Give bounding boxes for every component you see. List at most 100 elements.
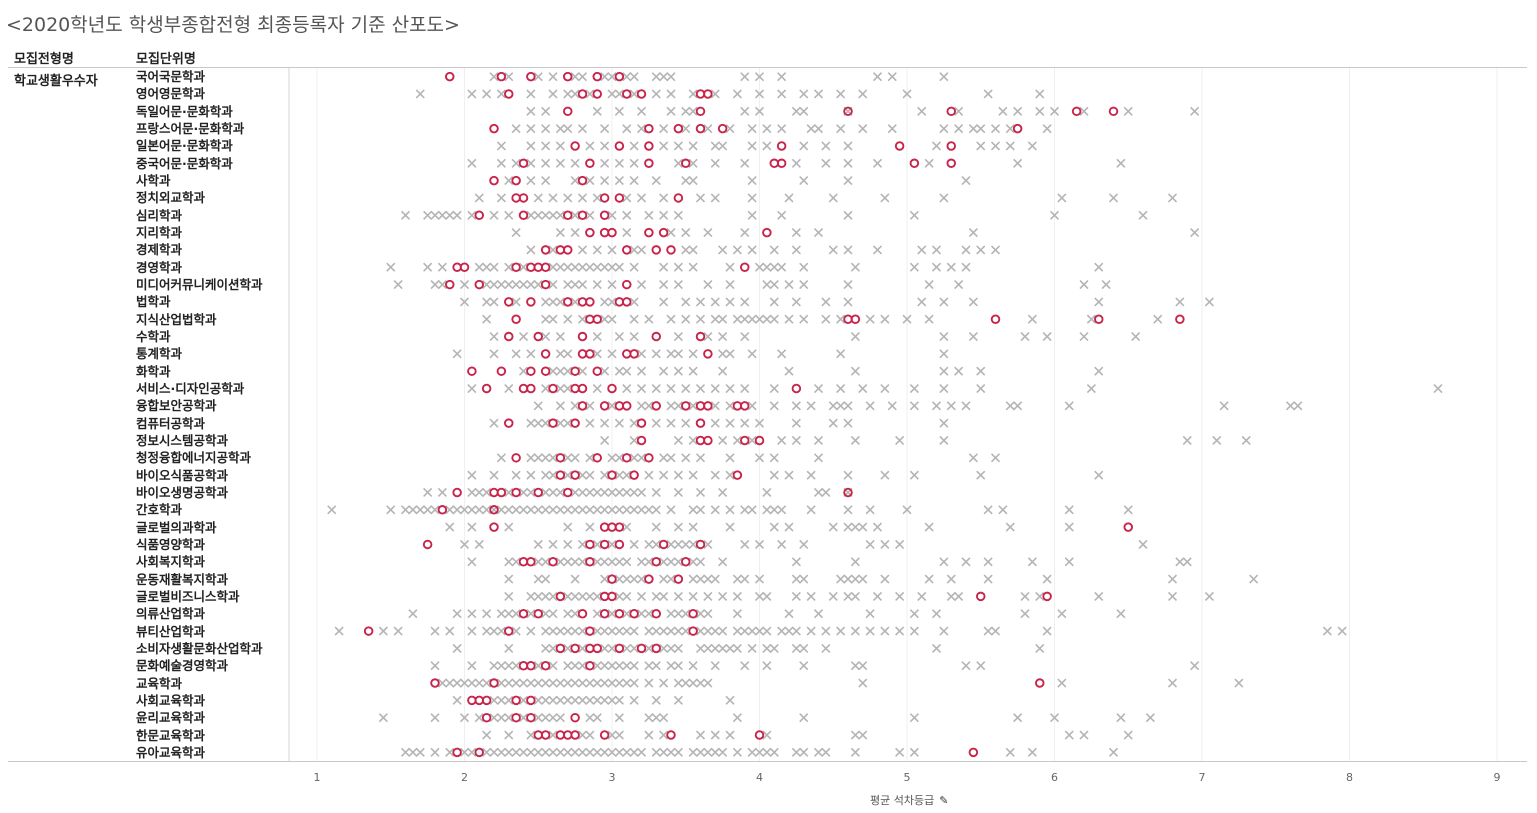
other-mark[interactable]	[784, 470, 794, 480]
other-mark[interactable]	[452, 643, 462, 653]
other-mark[interactable]	[799, 747, 809, 757]
other-mark[interactable]	[939, 193, 949, 203]
other-mark[interactable]	[629, 539, 639, 550]
other-mark[interactable]	[666, 505, 676, 515]
other-mark[interactable]	[909, 747, 919, 757]
other-mark[interactable]	[548, 747, 558, 757]
other-mark[interactable]	[467, 747, 477, 757]
other-mark[interactable]	[518, 678, 529, 688]
registered-mark[interactable]	[585, 557, 595, 567]
other-mark[interactable]	[555, 158, 565, 168]
other-mark[interactable]	[895, 591, 905, 601]
other-mark[interactable]	[555, 366, 565, 376]
other-mark[interactable]	[563, 279, 573, 290]
other-mark[interactable]	[681, 418, 691, 428]
other-mark[interactable]	[909, 713, 919, 723]
other-mark[interactable]	[1094, 591, 1104, 601]
other-mark[interactable]	[563, 522, 573, 532]
other-mark[interactable]	[570, 747, 580, 757]
other-mark[interactable]	[777, 626, 787, 636]
other-mark[interactable]	[762, 747, 772, 757]
other-mark[interactable]	[504, 383, 514, 394]
other-mark[interactable]	[740, 418, 750, 428]
other-mark[interactable]	[563, 470, 573, 480]
other-mark[interactable]	[762, 591, 772, 601]
other-mark[interactable]	[806, 124, 816, 134]
other-mark[interactable]	[533, 678, 543, 688]
other-mark[interactable]	[600, 314, 610, 324]
other-mark[interactable]	[496, 141, 506, 151]
other-mark[interactable]	[666, 747, 676, 757]
other-mark[interactable]	[592, 557, 602, 567]
registered-mark[interactable]	[607, 383, 617, 394]
other-mark[interactable]	[533, 210, 543, 220]
other-mark[interactable]	[843, 591, 853, 601]
other-mark[interactable]	[703, 591, 713, 601]
other-mark[interactable]	[777, 505, 787, 515]
other-mark[interactable]	[799, 713, 809, 723]
other-mark[interactable]	[983, 89, 993, 99]
other-mark[interactable]	[570, 626, 580, 636]
other-mark[interactable]	[622, 661, 632, 671]
other-mark[interactable]	[504, 713, 514, 723]
registered-mark[interactable]	[533, 331, 544, 342]
other-mark[interactable]	[725, 401, 735, 411]
other-mark[interactable]	[850, 591, 860, 601]
registered-mark[interactable]	[658, 539, 669, 550]
other-mark[interactable]	[718, 747, 728, 757]
other-mark[interactable]	[548, 193, 558, 203]
registered-mark[interactable]	[481, 695, 492, 706]
other-mark[interactable]	[754, 418, 765, 428]
other-mark[interactable]	[622, 228, 632, 238]
other-mark[interactable]	[541, 695, 551, 705]
other-mark[interactable]	[806, 401, 816, 411]
other-mark[interactable]	[577, 678, 588, 688]
other-mark[interactable]	[666, 383, 676, 394]
other-mark[interactable]	[836, 124, 846, 134]
registered-mark[interactable]	[570, 141, 580, 151]
other-mark[interactable]	[541, 470, 551, 480]
other-mark[interactable]	[327, 505, 337, 515]
other-mark[interactable]	[695, 678, 706, 688]
other-mark[interactable]	[600, 661, 610, 671]
other-mark[interactable]	[614, 176, 624, 186]
other-mark[interactable]	[467, 210, 477, 220]
other-mark[interactable]	[909, 401, 919, 411]
other-mark[interactable]	[570, 228, 580, 238]
other-mark[interactable]	[526, 453, 536, 463]
other-mark[interactable]	[555, 747, 565, 757]
other-mark[interactable]	[541, 141, 551, 151]
registered-mark[interactable]	[614, 608, 625, 619]
other-mark[interactable]	[799, 176, 809, 186]
other-mark[interactable]	[496, 158, 506, 168]
registered-mark[interactable]	[518, 210, 529, 221]
registered-mark[interactable]	[592, 643, 603, 654]
other-mark[interactable]	[541, 106, 551, 116]
other-mark[interactable]	[732, 713, 742, 723]
other-mark[interactable]	[526, 505, 536, 515]
other-mark[interactable]	[710, 470, 720, 480]
other-mark[interactable]	[872, 72, 883, 82]
registered-mark[interactable]	[1175, 314, 1185, 324]
other-mark[interactable]	[614, 695, 624, 705]
registered-mark[interactable]	[636, 643, 647, 654]
other-mark[interactable]	[592, 661, 602, 671]
other-mark[interactable]	[504, 522, 514, 532]
other-mark[interactable]	[1013, 106, 1023, 116]
other-mark[interactable]	[489, 626, 499, 636]
other-mark[interactable]	[570, 661, 580, 671]
other-mark[interactable]	[688, 522, 698, 532]
other-mark[interactable]	[681, 314, 691, 324]
registered-mark[interactable]	[592, 366, 603, 376]
other-mark[interactable]	[931, 643, 942, 653]
other-mark[interactable]	[939, 349, 949, 359]
other-mark[interactable]	[577, 470, 588, 480]
other-mark[interactable]	[555, 401, 565, 411]
other-mark[interactable]	[607, 401, 617, 411]
other-mark[interactable]	[541, 678, 551, 688]
other-mark[interactable]	[732, 643, 742, 653]
other-mark[interactable]	[968, 124, 978, 134]
registered-mark[interactable]	[563, 210, 573, 221]
other-mark[interactable]	[651, 661, 661, 671]
other-mark[interactable]	[747, 349, 757, 359]
